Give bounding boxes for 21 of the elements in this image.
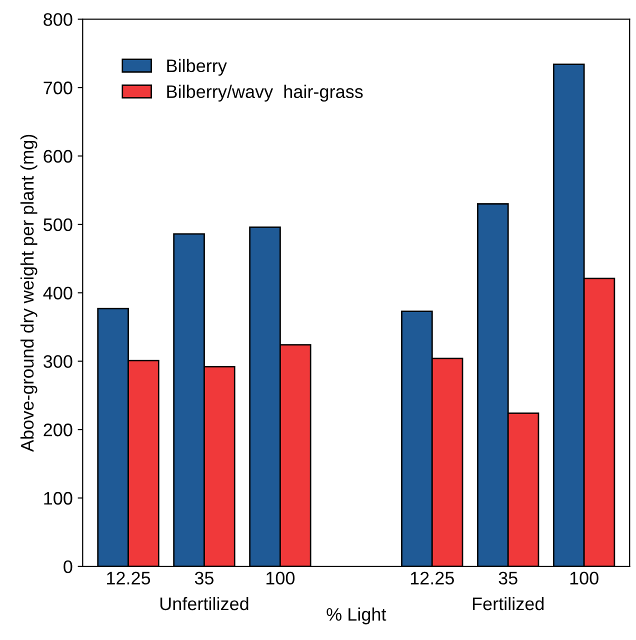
x-tick-label: 12.25	[107, 572, 150, 585]
x-axis-title: % Light	[326, 608, 386, 624]
y-tick-label: 0	[64, 560, 72, 574]
legend-label: Bilberry	[167, 58, 227, 76]
y-tick-label: 400	[43, 286, 72, 300]
text: Fertilized	[472, 596, 544, 610]
x-tick-label: 100	[570, 572, 598, 585]
y-tick-label: 300	[44, 355, 72, 368]
y-tick-label: 700	[44, 82, 72, 94]
y-tick-label: 100	[44, 492, 72, 505]
y-tick-label: 600	[44, 150, 72, 163]
y-tick-label: 200	[44, 424, 72, 436]
text: Unfertilized	[160, 596, 248, 610]
y-axis-title: Above-ground dry weight per plant (mg)	[20, 134, 38, 452]
y-tick-label: 500	[44, 218, 72, 232]
legend-label: Bilberry/wavy hair-grass	[167, 84, 363, 102]
y-tick-label: 800	[44, 13, 72, 26]
x-tick-label: 35	[498, 572, 518, 585]
x-tick-label: 12.25	[410, 572, 454, 585]
x-tick-label: 100	[266, 572, 295, 585]
x-tick-label: 35	[194, 572, 214, 585]
